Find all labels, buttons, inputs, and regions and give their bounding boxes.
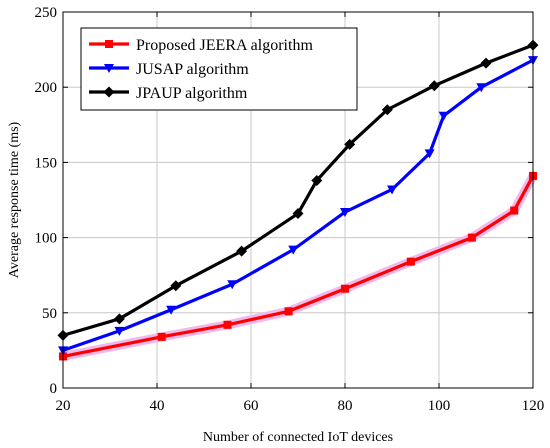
legend-label: Proposed JEERA algorithm: [136, 37, 313, 54]
x-tick-label: 20: [56, 398, 71, 414]
series-1-point: [284, 307, 293, 316]
y-axis-title: Average response time (ms): [7, 121, 22, 278]
axis-ticks: 20 40 60 80 100 120 0 50 100 150 200 250: [35, 5, 545, 414]
legend-swatch-marker: [103, 86, 115, 98]
series-3-point: [311, 174, 323, 186]
series-layer: [57, 39, 539, 361]
y-tick-label: 100: [35, 231, 58, 247]
y-tick-label: 0: [50, 381, 58, 397]
series-1: [58, 171, 538, 361]
series-3-point: [113, 313, 125, 325]
series-2-point: [166, 305, 177, 315]
series-2-point: [438, 111, 449, 121]
y-tick-label: 50: [42, 306, 57, 322]
series-1-point: [510, 206, 519, 215]
series-2-point: [387, 185, 397, 195]
legend-entry-3: JPAUP algorithm: [89, 85, 248, 102]
x-tick-label: 100: [428, 398, 451, 414]
series-1-point: [406, 257, 415, 266]
series-2-point: [227, 280, 238, 290]
series-1-point: [157, 332, 166, 341]
series-3-point: [236, 245, 248, 257]
series-3-point: [292, 208, 304, 220]
y-tick-label: 200: [35, 80, 58, 96]
legend-entry-2: JUSAP algorithm: [89, 61, 249, 78]
x-tick-label: 60: [244, 398, 259, 414]
x-tick-label: 80: [338, 398, 353, 414]
y-tick-label: 250: [35, 5, 58, 21]
series-2-point: [424, 149, 435, 159]
series-3-point: [344, 138, 356, 150]
series-2-point: [340, 208, 350, 218]
series-1-point: [341, 284, 349, 293]
series-3-point: [428, 80, 440, 92]
series-2-point: [476, 83, 487, 93]
series-3-point: [170, 280, 182, 292]
series-1-line: [62, 175, 535, 358]
x-tick-label: 120: [522, 398, 545, 414]
legend: Proposed JEERA algorithm JUSAP algorithm J…: [80, 27, 358, 111]
legend-swatch-marker: [105, 40, 113, 48]
legend-label: JPAUP algorithm: [136, 85, 248, 102]
series-1-point: [467, 233, 476, 242]
x-tick-label: 40: [150, 398, 165, 414]
series-2-point: [114, 326, 125, 336]
legend-swatch-marker: [104, 64, 114, 73]
series-1-highlight: [58, 171, 538, 361]
legend-entry-1: Proposed JEERA algorithm: [89, 37, 313, 54]
y-tick-label: 150: [35, 155, 58, 171]
series-1-point: [223, 320, 232, 329]
series-3-point: [480, 57, 492, 69]
plot-frame: [62, 11, 534, 389]
series-2-point: [288, 245, 299, 255]
x-axis-title: Number of connected IoT devices: [203, 430, 393, 445]
legend-label: JUSAP algorithm: [136, 61, 249, 78]
series-3-point: [381, 104, 393, 116]
